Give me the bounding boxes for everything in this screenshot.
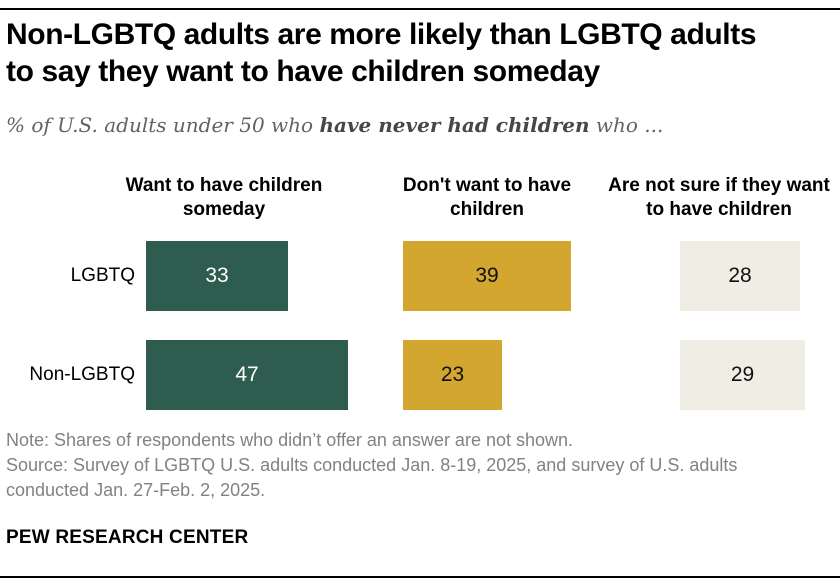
chart-title: Non-LGBTQ adults are more likely than LG… xyxy=(6,16,834,90)
bar-not-sure-non-lgbtq: 29 xyxy=(680,340,805,410)
bar-value-dont-want-children-non-lgbtq: 23 xyxy=(440,363,465,386)
bar-want-children-non-lgbtq: 47 xyxy=(146,340,348,410)
column-header-dont-want-children: Don't want to have children xyxy=(402,175,572,220)
note-text: Note: Shares of respondents who didn’t o… xyxy=(6,430,574,450)
bar-value-want-children-lgbtq: 33 xyxy=(205,264,229,287)
subtitle-suffix: who ... xyxy=(589,113,664,137)
source-text-line1: Source: Survey of LGBTQ U.S. adults cond… xyxy=(6,455,738,475)
bottom-rule xyxy=(0,576,840,578)
bar-want-children-lgbtq: 33 xyxy=(146,241,288,311)
bar-value-want-children-non-lgbtq: 47 xyxy=(235,363,259,386)
row-label-lgbtq: LGBTQ xyxy=(70,265,135,286)
row-label-non-lgbtq: Non-LGBTQ xyxy=(29,364,135,385)
bar-value-not-sure-lgbtq: 28 xyxy=(728,264,752,287)
chart-subtitle: % of U.S. adults under 50 who have never… xyxy=(6,112,834,138)
bar-dont-want-children-lgbtq: 39 xyxy=(403,241,571,311)
chart-title-line1: Non-LGBTQ adults are more likely than LG… xyxy=(6,18,757,51)
subtitle-prefix: % of U.S. adults under 50 who xyxy=(6,113,320,137)
column-header-want-children: Want to have children someday xyxy=(125,175,323,220)
bar-dont-want-children-non-lgbtq: 23 xyxy=(403,340,502,410)
column-header-not-sure: Are not sure if they want to have childr… xyxy=(608,175,830,220)
bar-value-not-sure-non-lgbtq: 29 xyxy=(730,363,755,386)
subtitle-bold-segment: have never had children xyxy=(319,113,590,137)
bar-value-dont-want-children-lgbtq: 39 xyxy=(475,264,499,287)
source-text-line2: conducted Jan. 27-Feb. 2, 2025. xyxy=(6,480,266,500)
pew-research-center-branding: PEW RESEARCH CENTER xyxy=(6,527,249,548)
bar-not-sure-lgbtq: 28 xyxy=(680,241,800,311)
top-rule xyxy=(0,8,840,10)
footnotes: Note: Shares of respondents who didn’t o… xyxy=(6,428,834,503)
chart-title-line2: to say they want to have children someda… xyxy=(6,55,600,88)
